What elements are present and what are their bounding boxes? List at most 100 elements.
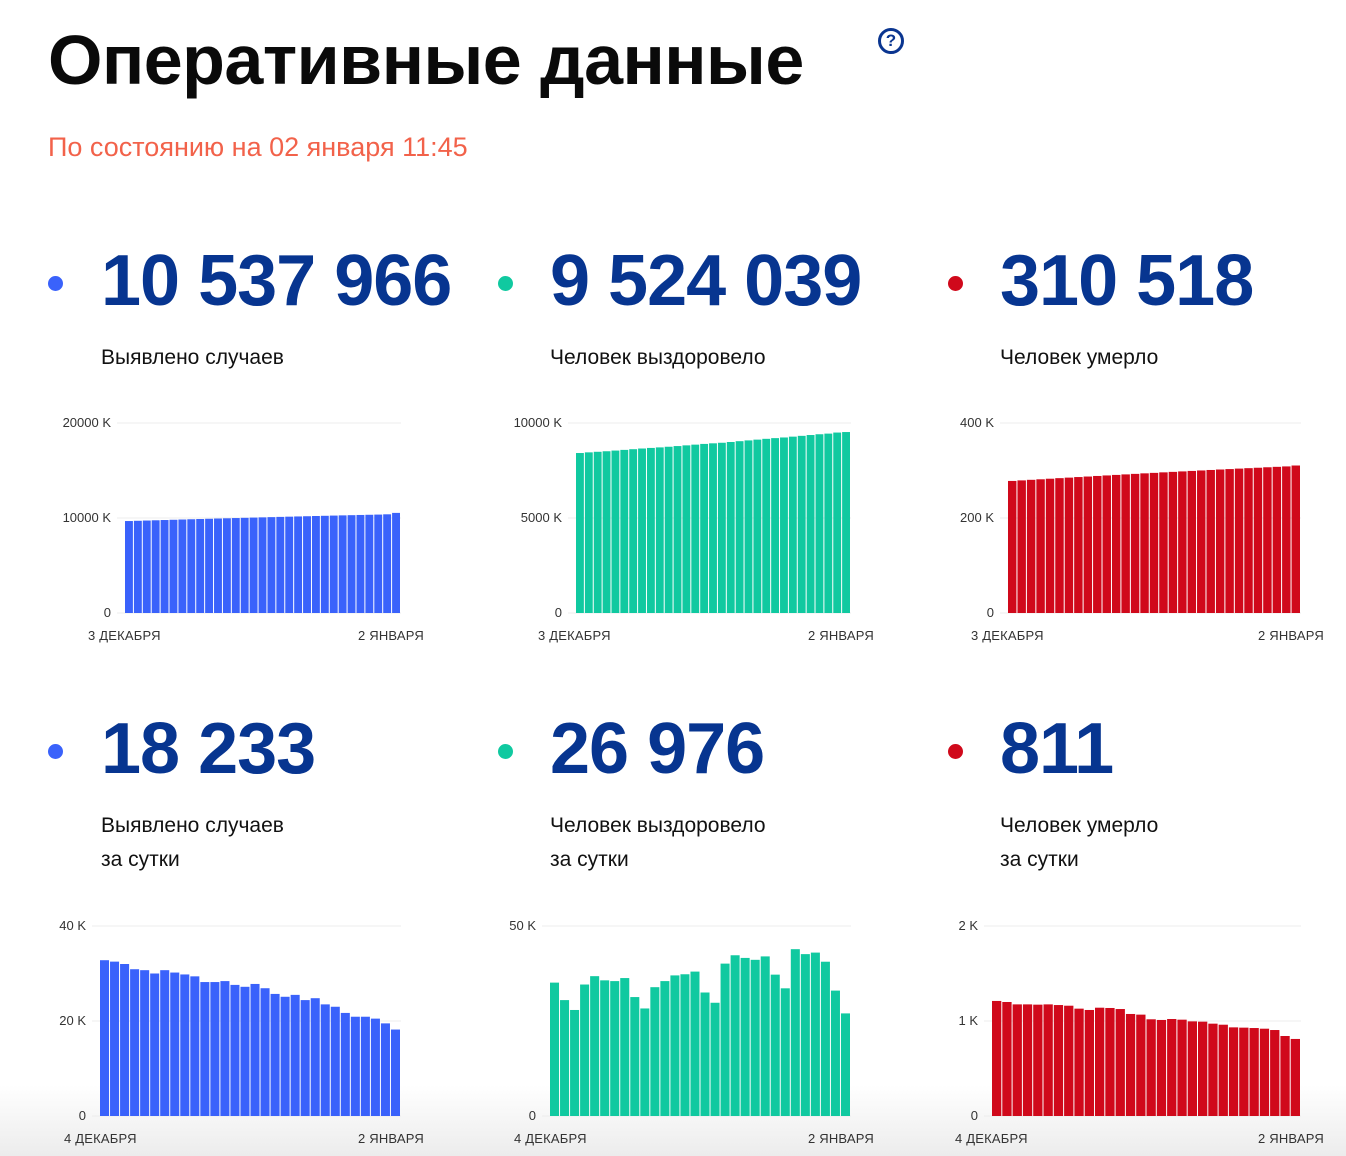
chart-bar[interactable]	[570, 1009, 580, 1116]
chart-bar[interactable]	[1263, 467, 1272, 613]
chart-bar[interactable]	[311, 516, 320, 613]
chart-bar[interactable]	[842, 432, 850, 613]
chart-bar[interactable]	[1140, 473, 1149, 613]
chart-bar[interactable]	[1093, 475, 1102, 613]
chart-bar[interactable]	[250, 983, 260, 1116]
chart-bar[interactable]	[133, 520, 142, 613]
chart-bar[interactable]	[360, 1016, 370, 1116]
chart-bar[interactable]	[650, 987, 660, 1116]
chart-bar[interactable]	[1282, 466, 1291, 613]
chart-bar[interactable]	[110, 961, 120, 1116]
chart-bar[interactable]	[320, 515, 329, 613]
chart-bar[interactable]	[374, 514, 383, 613]
chart-bar[interactable]	[790, 949, 800, 1116]
chart-bar[interactable]	[300, 1000, 310, 1116]
chart-bar[interactable]	[1043, 1004, 1053, 1116]
chart-bar[interactable]	[160, 970, 170, 1116]
chart-bar[interactable]	[1259, 1028, 1270, 1116]
chart-bar[interactable]	[390, 1029, 400, 1116]
chart-bar[interactable]	[1198, 1021, 1208, 1116]
chart-bar[interactable]	[1111, 474, 1121, 613]
chart-bar[interactable]	[620, 449, 629, 613]
chart-bar[interactable]	[1197, 470, 1206, 613]
chart-bar[interactable]	[1105, 1007, 1115, 1116]
chart-bar[interactable]	[310, 998, 320, 1116]
chart-bar[interactable]	[1002, 1002, 1012, 1116]
chart-bar[interactable]	[810, 952, 820, 1116]
chart-bar[interactable]	[1159, 472, 1168, 613]
chart-bar[interactable]	[1218, 1024, 1228, 1116]
chart-bar[interactable]	[820, 961, 830, 1116]
chart-bar[interactable]	[214, 518, 222, 613]
chart-bar[interactable]	[1017, 480, 1026, 613]
chart-bar[interactable]	[1249, 1028, 1259, 1116]
chart-bar[interactable]	[709, 443, 717, 613]
chart-bar[interactable]	[833, 432, 842, 613]
chart-bar[interactable]	[740, 957, 750, 1116]
chart-bar[interactable]	[690, 971, 700, 1116]
chart-bar[interactable]	[600, 980, 610, 1116]
chart-bar[interactable]	[806, 435, 815, 613]
chart-bar[interactable]	[800, 954, 810, 1116]
chart-bar[interactable]	[380, 1023, 390, 1116]
chart-bar[interactable]	[1136, 1014, 1146, 1116]
chart-bar[interactable]	[840, 1013, 850, 1116]
chart-bar[interactable]	[210, 982, 220, 1116]
chart-bar[interactable]	[338, 515, 347, 613]
chart-bar[interactable]	[1121, 474, 1130, 613]
chart-bar[interactable]	[602, 451, 611, 613]
chart-bar[interactable]	[347, 515, 356, 613]
chart-bar[interactable]	[329, 515, 338, 613]
chart-bar[interactable]	[330, 1006, 340, 1116]
chart-bar[interactable]	[1167, 1019, 1177, 1116]
chart-bar[interactable]	[240, 517, 249, 613]
chart-bar[interactable]	[1125, 1013, 1136, 1116]
chart-bar[interactable]	[660, 981, 670, 1116]
chart-bar[interactable]	[560, 1000, 570, 1116]
chart-bar[interactable]	[260, 988, 270, 1116]
chart-bar[interactable]	[125, 521, 133, 613]
chart-bar[interactable]	[629, 449, 638, 613]
chart-bar[interactable]	[726, 442, 735, 613]
chart-bar[interactable]	[240, 986, 250, 1116]
chart-bar[interactable]	[370, 1018, 380, 1116]
chart-bar[interactable]	[771, 438, 780, 613]
chart-bar[interactable]	[1291, 465, 1300, 613]
chart-bar[interactable]	[992, 1000, 1002, 1116]
chart-bar[interactable]	[762, 438, 771, 613]
chart-bar[interactable]	[340, 1012, 350, 1116]
chart-bar[interactable]	[356, 514, 365, 613]
chart-bar[interactable]	[1033, 1004, 1043, 1116]
chart-bar[interactable]	[1074, 477, 1083, 613]
chart-bar[interactable]	[1095, 1007, 1105, 1116]
chart-bar[interactable]	[1178, 471, 1187, 613]
chart-bar[interactable]	[815, 434, 824, 613]
chart-bar[interactable]	[170, 972, 180, 1116]
chart-bar[interactable]	[1102, 475, 1111, 613]
chart-bar[interactable]	[610, 981, 620, 1116]
chart-bar[interactable]	[150, 973, 160, 1117]
chart-bar[interactable]	[611, 450, 620, 613]
chart-bar[interactable]	[638, 448, 646, 613]
chart-bar[interactable]	[187, 519, 196, 613]
chart-bar[interactable]	[303, 516, 311, 613]
chart-bar[interactable]	[717, 442, 726, 613]
chart-bar[interactable]	[1290, 1038, 1300, 1116]
chart-bar[interactable]	[120, 964, 130, 1116]
chart-bar[interactable]	[780, 988, 790, 1116]
chart-bar[interactable]	[365, 514, 374, 613]
chart-bar[interactable]	[664, 446, 673, 613]
chart-bar[interactable]	[196, 519, 205, 613]
chart-bar[interactable]	[770, 974, 780, 1116]
chart-bar[interactable]	[151, 520, 160, 613]
chart-bar[interactable]	[294, 516, 303, 613]
chart-bar[interactable]	[285, 516, 294, 613]
chart-bar[interactable]	[830, 990, 840, 1116]
chart-bar[interactable]	[744, 440, 753, 613]
chart-bar[interactable]	[220, 981, 230, 1116]
chart-bar[interactable]	[1187, 1021, 1197, 1116]
chart-bar[interactable]	[1084, 1009, 1094, 1116]
chart-bar[interactable]	[1228, 1027, 1239, 1116]
chart-bar[interactable]	[584, 452, 593, 613]
chart-bar[interactable]	[824, 433, 833, 613]
